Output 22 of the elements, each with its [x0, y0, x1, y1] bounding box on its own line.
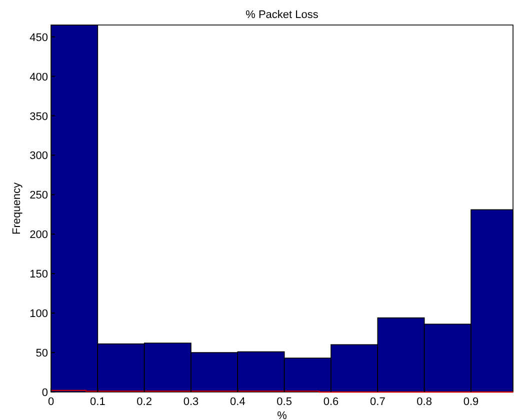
y-tick-label: 150: [30, 268, 48, 281]
y-tick-label: 50: [36, 348, 48, 360]
x-tick-label: 0.6: [323, 396, 339, 408]
x-tick-label: 0.1: [90, 396, 106, 408]
chart-title: % Packet Loss: [246, 9, 319, 21]
x-tick-label: 0.2: [136, 396, 152, 408]
y-tick-label: 450: [30, 32, 48, 44]
x-tick-label: 0.9: [463, 396, 479, 408]
y-tick-label: 350: [30, 110, 48, 123]
y-axis-title: Frequency: [11, 182, 23, 234]
x-tick-label: 0.8: [416, 396, 432, 408]
y-tick-label: 200: [30, 229, 48, 242]
y-tick-label: 400: [30, 71, 48, 84]
y-tick-label: 100: [30, 308, 48, 320]
x-axis-title: %: [277, 410, 288, 420]
x-tick-label: 0.3: [183, 396, 199, 408]
y-tick-label: 250: [30, 190, 48, 202]
x-tick-label: 0.5: [276, 396, 292, 408]
y-tick-label: 300: [30, 150, 48, 162]
y-tick-label: 0: [42, 387, 48, 399]
x-tick-label: 0.4: [230, 396, 246, 408]
x-tick-label: 0.7: [370, 396, 386, 408]
